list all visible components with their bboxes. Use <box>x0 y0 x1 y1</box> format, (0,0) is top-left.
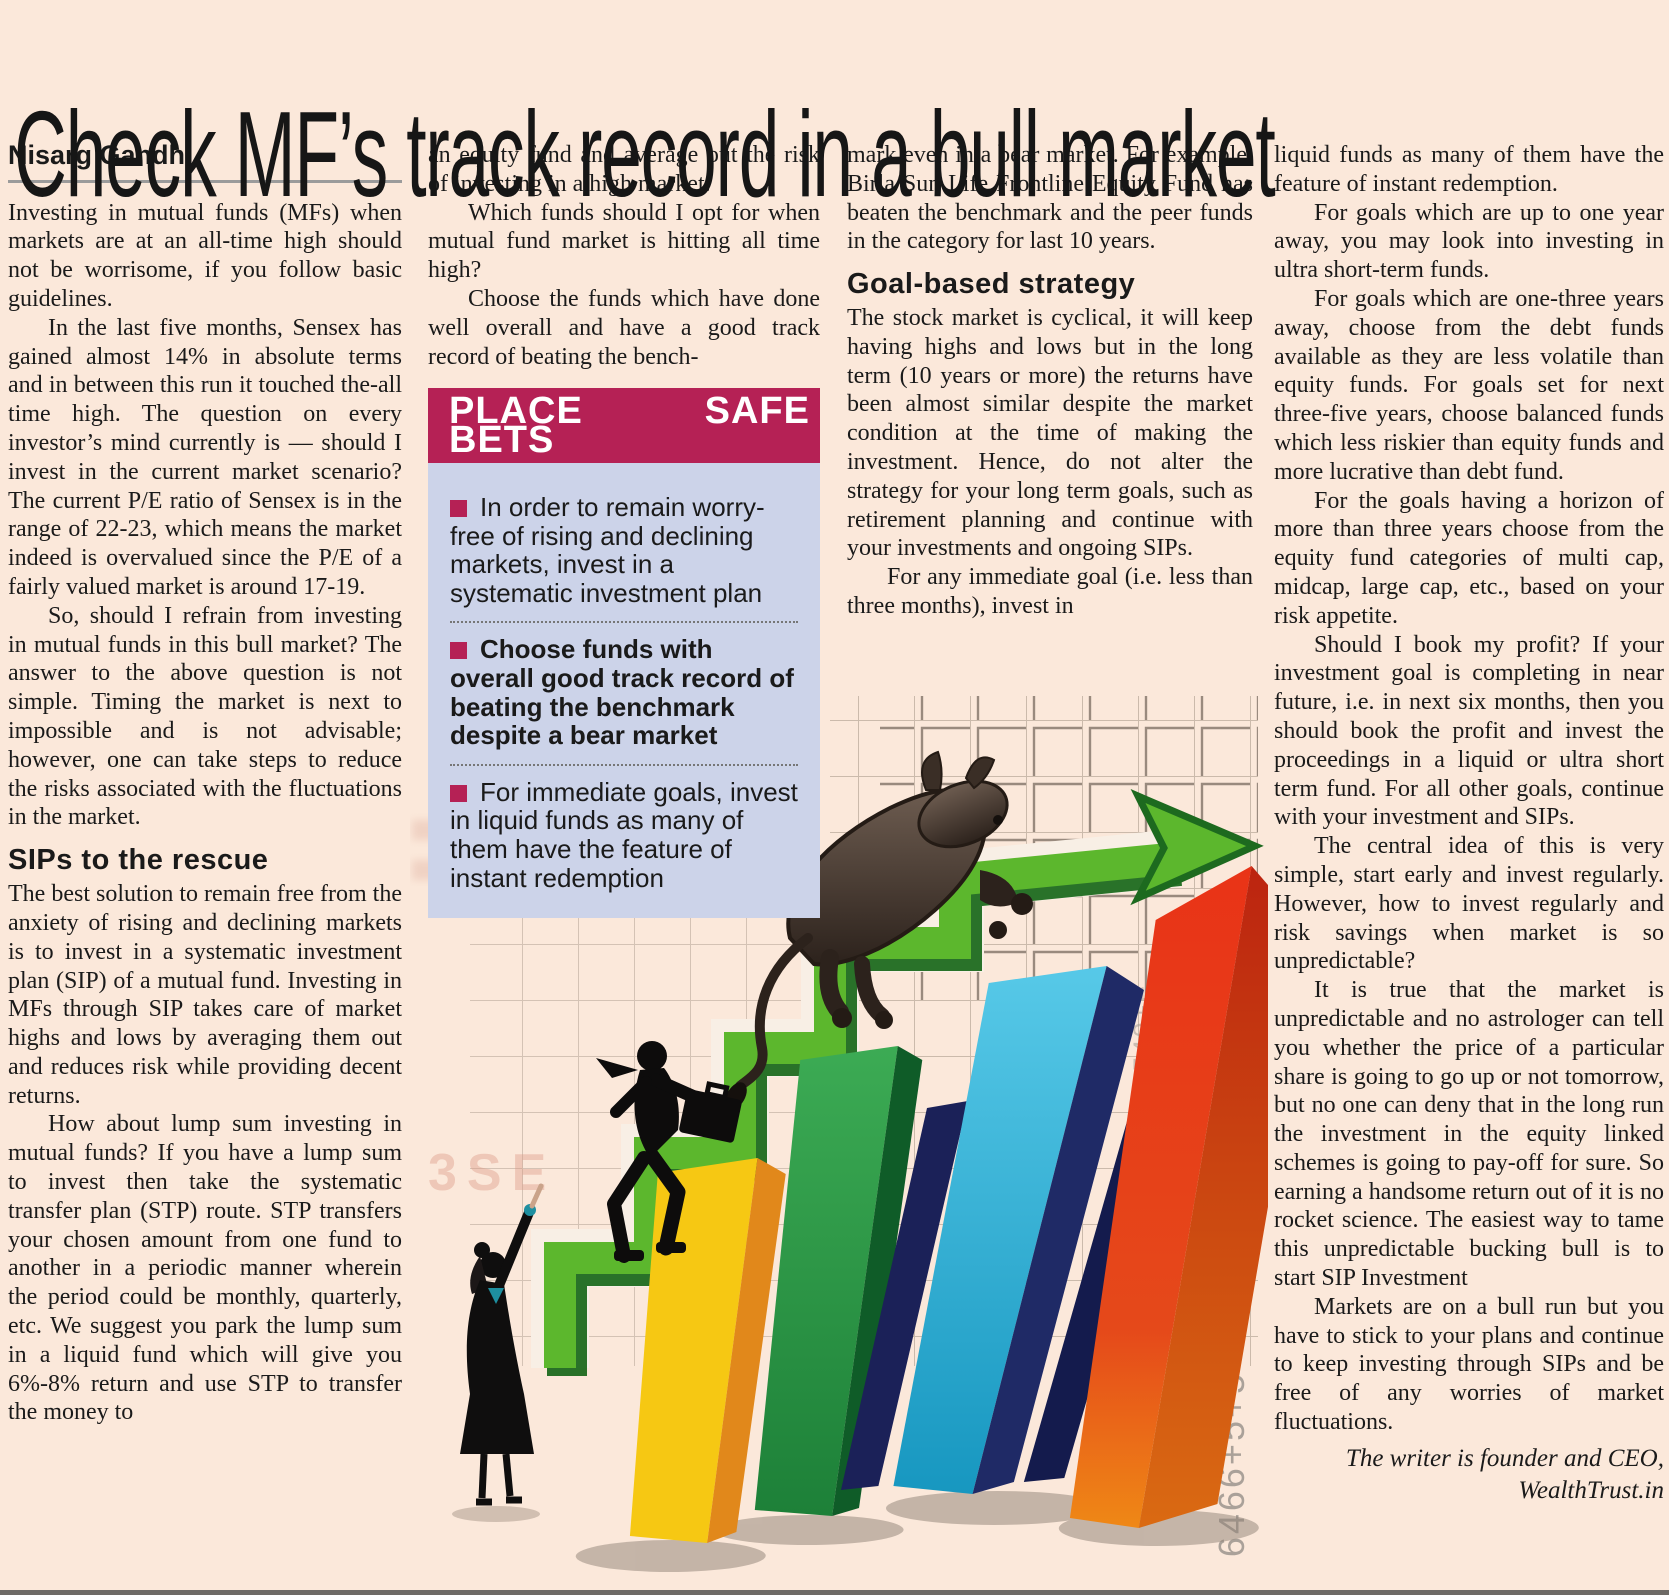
article-paragraph: The best solution to remain free from th… <box>8 881 402 1109</box>
column-text: liquid funds as many of them have the fe… <box>1274 141 1664 1508</box>
businessman-silhouette <box>596 1041 742 1263</box>
article-column-2: an equity fund and average out the risk … <box>428 141 820 1595</box>
bullet-square-icon <box>450 784 467 802</box>
article-paragraph: Choose the funds which have done well ov… <box>428 285 820 370</box>
bar-red <box>1069 866 1268 1528</box>
arrow-head-icon <box>1130 789 1264 906</box>
necktie <box>596 1058 638 1078</box>
bull-market-illustration: 3SE 5+5 96+05 05046540+E 6466+5+5+6359+ <box>412 696 1268 1572</box>
bullet-square-icon <box>450 499 467 517</box>
article-paragraph: How about lump sum investing in mutual f… <box>8 1111 402 1426</box>
article-paragraph: For the goals having a horizon of more t… <box>1274 487 1664 629</box>
article-paragraph: For any immediate goal (i.e. less than t… <box>847 564 1253 620</box>
byline-divider <box>8 179 402 183</box>
callout-bullet-item: For immediate goals, invest in liquid fu… <box>450 776 798 893</box>
headline: Check MF’s track record in a bull market <box>14 85 1276 222</box>
bar-navy-small <box>840 1101 968 1490</box>
section-heading: Goal-based strategy <box>847 268 1136 301</box>
woman-silhouette <box>452 1183 544 1522</box>
article-paragraph: It is true that the market is unpredicta… <box>1274 977 1664 1292</box>
callout-item-text: For immediate goals, invest in liquid fu… <box>450 776 798 893</box>
bar-chart <box>575 866 1268 1572</box>
bar-cyan <box>893 966 1144 1494</box>
bullet-square-icon <box>450 642 467 660</box>
author-credit: The writer is founder and CEO, WealthTru… <box>1345 1444 1664 1505</box>
teal-collar <box>488 1288 504 1304</box>
briefcase-icon <box>679 1081 742 1143</box>
callout-bullet-item: In order to remain worry-free of rising … <box>450 491 798 624</box>
article-paragraph: For goals which are one-three years away… <box>1274 285 1664 485</box>
article-paragraph: For goals which are up to one year away,… <box>1274 199 1664 284</box>
section-heading: SIPs to the rescue <box>8 844 269 877</box>
callout-box-title: PLACE SAFE BETS <box>428 388 820 463</box>
article-paragraph: mark even in a bear market. For example,… <box>847 142 1253 255</box>
callout-item-text: In order to remain worry-free of rising … <box>450 491 765 608</box>
bull-horn-icon <box>964 756 996 790</box>
bull-horn-icon <box>921 750 943 791</box>
bar-green <box>754 1046 923 1516</box>
article-paragraph: an equity fund and average out the risk … <box>428 142 820 197</box>
bull-tail <box>735 933 813 1091</box>
faint-bse-letters: 3SE <box>428 1144 556 1202</box>
article-column-4: liquid funds as many of them have the fe… <box>1274 141 1664 1595</box>
callout-bullet-item: Choose funds with overall good track rec… <box>450 634 798 766</box>
article-paragraph: Should I book my profit? If your investm… <box>1274 631 1664 831</box>
callout-item-text: Choose funds with overall good track rec… <box>450 634 794 751</box>
article-paragraph: The central idea of this is very simple,… <box>1274 833 1664 975</box>
column-text: Investing in mutual funds (MFs) when mar… <box>8 199 402 1428</box>
article-paragraph: The stock market is cyclical, it will ke… <box>847 305 1253 562</box>
article-paragraph: Markets are on a bull run but you have t… <box>1274 1293 1664 1436</box>
article-paragraph: Investing in mutual funds (MFs) when mar… <box>8 199 402 313</box>
bar-yellow <box>629 1158 786 1543</box>
article-paragraph: In the last five months, Sensex has gain… <box>8 314 402 601</box>
callout-box-body: In order to remain worry-free of rising … <box>428 462 820 919</box>
place-safe-bets-box: PLACE SAFE BETS In order to remain worry… <box>428 388 820 919</box>
bull-silhouette <box>725 750 1033 1110</box>
column-text: mark even in a bear market. For example,… <box>847 141 1253 621</box>
byline: Nisarg Gandhi <box>8 141 193 170</box>
article-column-3: mark even in a bear market. For example,… <box>847 141 1253 1595</box>
column-text: an equity fund and average out the risk … <box>428 141 820 371</box>
article-paragraph: Which funds should I opt for when mutual… <box>428 199 820 284</box>
article-column-1: Nisarg Gandhi Investing in mutual funds … <box>8 141 402 1595</box>
article-paragraph: So, should I refrain from investing in m… <box>8 602 402 831</box>
article-paragraph: liquid funds as many of them have the fe… <box>1274 142 1664 197</box>
page-bottom-edge <box>0 1590 1669 1595</box>
